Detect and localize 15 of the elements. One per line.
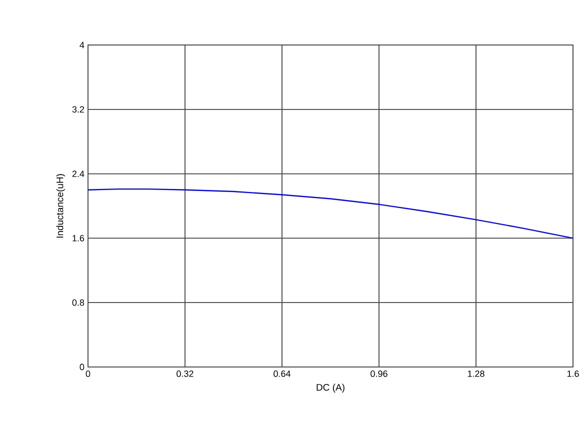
x-tick-label: 1.28 xyxy=(468,370,484,377)
y-tick-label: 2.4 xyxy=(72,170,84,177)
x-tick-label: 0.32 xyxy=(176,370,194,377)
x-tick-label: 0.64 xyxy=(274,370,290,377)
line-series xyxy=(88,188,574,239)
y-tick-label: 0.8 xyxy=(72,299,84,306)
x-tick-label: 0 xyxy=(86,370,90,377)
y-tick-label: 3.2 xyxy=(72,106,84,113)
y-axis-title: Inductance(uH) xyxy=(56,174,66,238)
y-tick-label: 0 xyxy=(80,364,84,370)
y-tick-label: 1.6 xyxy=(72,235,84,242)
x-tick-label: 1.6 xyxy=(567,370,579,377)
x-tick-label: 0.96 xyxy=(370,370,388,377)
y-tick-label: 4 xyxy=(80,42,84,48)
x-axis-title: DC (A) xyxy=(316,384,344,393)
